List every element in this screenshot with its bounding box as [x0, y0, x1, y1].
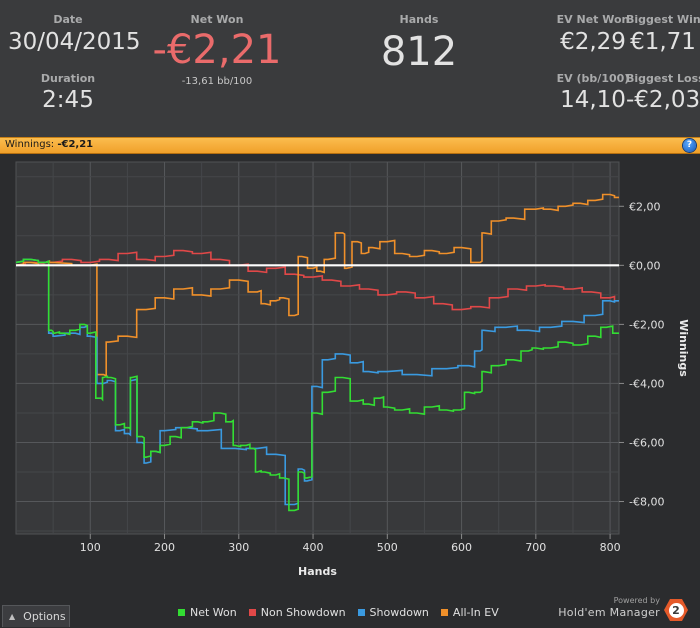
- showdown-swatch: [357, 609, 365, 616]
- legend-item-showdown[interactable]: Showdown: [357, 606, 429, 619]
- all-in-ev-swatch: [440, 609, 448, 616]
- ev-net-won-value: €2,29: [560, 29, 626, 55]
- ev-bb100-value: 14,10: [560, 87, 626, 113]
- date-stat: Date 30/04/2015: [8, 13, 141, 55]
- winnings-graph-svg: €2,00 €0,00 -€2,00 -€4,00 -€6,00 -€8,00 100 200…: [15, 161, 690, 578]
- biggest-win-stat: Biggest Win €1,71: [626, 13, 700, 55]
- biggest-loss-label: Biggest Loss: [626, 72, 700, 85]
- non-showdown-swatch: [248, 609, 256, 616]
- options-button[interactable]: ▲ Options: [2, 605, 70, 627]
- date-value: 30/04/2015: [8, 29, 141, 55]
- x-tick-label: 500: [377, 541, 398, 554]
- duration-value: 2:45: [42, 87, 94, 113]
- y-tick-label: -€6,00: [629, 436, 664, 449]
- y-tick-label: -€2,00: [629, 318, 664, 331]
- x-tick-label: 400: [303, 541, 324, 554]
- legend-label: Net Won: [190, 606, 237, 619]
- y-tick-label: €2,00: [629, 200, 661, 213]
- x-tick-label: 100: [80, 541, 101, 554]
- legend-item-non-showdown[interactable]: Non Showdown: [248, 606, 346, 619]
- biggest-loss-value: -€2,03: [626, 87, 700, 113]
- x-tick-label: 600: [451, 541, 472, 554]
- biggest-loss-stat: Biggest Loss -€2,03: [626, 72, 700, 113]
- y-tick-label: €0,00: [629, 259, 661, 272]
- legend-label: Non Showdown: [260, 606, 346, 619]
- y-tick-label: -€8,00: [629, 496, 664, 509]
- net-won-value: -€2,21: [152, 27, 282, 73]
- series-line-non-showdown: [15, 249, 619, 311]
- y-tick-label: -€4,00: [629, 377, 664, 390]
- net-won-label: Net Won: [190, 13, 244, 26]
- footer-bar: ▲ Options Net Won Non Showdown Showdown …: [0, 596, 700, 628]
- hem-logo-icon: 2: [664, 598, 688, 622]
- options-label: Options: [23, 610, 66, 623]
- help-icon[interactable]: ?: [683, 139, 696, 152]
- date-label: Date: [53, 13, 83, 26]
- logo-number: 2: [668, 602, 684, 618]
- powered-by-text: Powered by: [613, 596, 660, 605]
- net-won-stat: Net Won -€2,21 -13,61 bb/100: [147, 13, 287, 87]
- series-line-showdown: [15, 258, 619, 506]
- biggest-win-value: €1,71: [630, 29, 696, 55]
- legend-label: All-In EV: [452, 606, 499, 619]
- legend-item-all-in-ev[interactable]: All-In EV: [440, 606, 499, 619]
- x-tick-label: 700: [525, 541, 546, 554]
- brand-name: Hold'em Manager: [558, 606, 660, 619]
- x-tick-label: 800: [600, 541, 621, 554]
- chart-legend: Net Won Non Showdown Showdown All-In EV: [178, 606, 499, 619]
- ev-net-won-stat: EV Net Won €2,29: [556, 13, 630, 55]
- x-tick-label: 200: [154, 541, 175, 554]
- legend-label: Showdown: [369, 606, 429, 619]
- x-axis-title: Hands: [298, 565, 337, 578]
- y-axis-title: Winnings: [677, 319, 690, 377]
- hands-stat: Hands 812: [349, 13, 489, 76]
- series-line-net-won: [15, 258, 619, 512]
- winnings-bar: Winnings: -€2,21 ?: [0, 137, 700, 154]
- net-won-swatch: [178, 609, 185, 616]
- x-tick-label: 300: [228, 541, 249, 554]
- ev-net-won-label: EV Net Won: [556, 13, 630, 26]
- ev-bb100-label: EV (bb/100): [556, 72, 630, 85]
- duration-label: Duration: [40, 72, 96, 85]
- duration-stat: Duration 2:45: [8, 72, 128, 113]
- winnings-value: -€2,21: [57, 139, 94, 150]
- series-line-all-in-ev: [15, 193, 619, 378]
- net-won-bb100: -13,61 bb/100: [181, 76, 253, 87]
- hands-label: Hands: [399, 13, 439, 26]
- winnings-chart: €2,00 €0,00 -€2,00 -€4,00 -€6,00 -€8,00 100 200…: [0, 155, 700, 600]
- legend-item-net-won[interactable]: Net Won: [178, 606, 237, 619]
- hands-value: 812: [380, 29, 458, 75]
- session-stats-panel: Date 30/04/2015 Duration 2:45 Net Won -€…: [0, 0, 700, 137]
- winnings-summary: Winnings: -€2,21: [5, 139, 93, 150]
- ev-bb100-stat: EV (bb/100) 14,10: [556, 72, 630, 113]
- brand-badge: Powered by Hold'em Manager 2: [558, 596, 690, 628]
- caret-up-icon: ▲: [9, 612, 16, 621]
- winnings-label: Winnings:: [5, 139, 55, 150]
- biggest-win-label: Biggest Win: [626, 13, 700, 26]
